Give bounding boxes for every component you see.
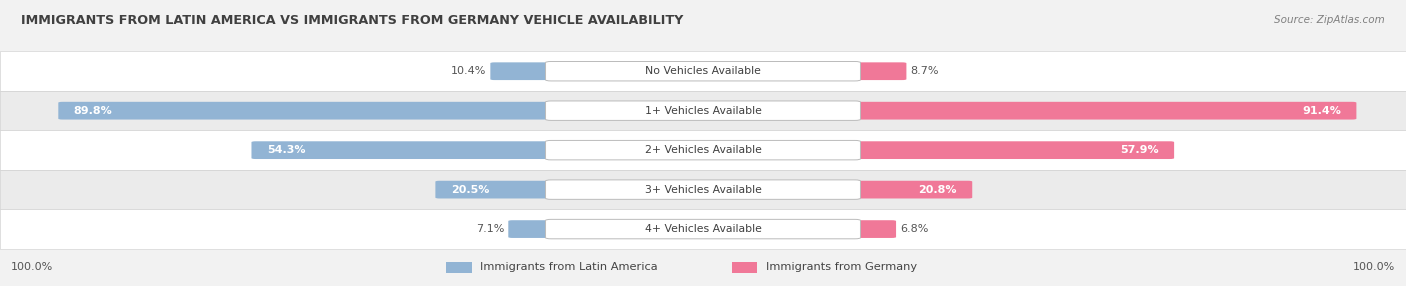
Text: Source: ZipAtlas.com: Source: ZipAtlas.com — [1274, 15, 1385, 25]
Text: 2+ Vehicles Available: 2+ Vehicles Available — [644, 145, 762, 155]
FancyBboxPatch shape — [546, 140, 860, 160]
Text: 10.4%: 10.4% — [451, 66, 486, 76]
Text: 6.8%: 6.8% — [900, 224, 928, 234]
Text: 3+ Vehicles Available: 3+ Vehicles Available — [644, 185, 762, 194]
Text: 89.8%: 89.8% — [73, 106, 112, 116]
Text: IMMIGRANTS FROM LATIN AMERICA VS IMMIGRANTS FROM GERMANY VEHICLE AVAILABILITY: IMMIGRANTS FROM LATIN AMERICA VS IMMIGRA… — [21, 13, 683, 27]
FancyBboxPatch shape — [546, 219, 860, 239]
Text: 100.0%: 100.0% — [11, 263, 53, 272]
Text: Immigrants from Germany: Immigrants from Germany — [766, 263, 917, 272]
Text: 20.8%: 20.8% — [918, 185, 956, 194]
Text: 54.3%: 54.3% — [267, 145, 305, 155]
FancyBboxPatch shape — [509, 220, 555, 238]
FancyBboxPatch shape — [546, 61, 860, 81]
Text: 57.9%: 57.9% — [1121, 145, 1159, 155]
FancyBboxPatch shape — [546, 180, 860, 199]
Text: 7.1%: 7.1% — [475, 224, 505, 234]
FancyBboxPatch shape — [491, 62, 555, 80]
Bar — [0, 130, 1406, 170]
FancyBboxPatch shape — [851, 181, 972, 198]
FancyBboxPatch shape — [436, 181, 555, 198]
Bar — [0, 51, 1406, 91]
Text: No Vehicles Available: No Vehicles Available — [645, 66, 761, 76]
Text: 1+ Vehicles Available: 1+ Vehicles Available — [644, 106, 762, 116]
FancyBboxPatch shape — [733, 262, 758, 273]
FancyBboxPatch shape — [851, 62, 907, 80]
Text: Immigrants from Latin America: Immigrants from Latin America — [481, 263, 658, 272]
FancyBboxPatch shape — [58, 102, 555, 120]
FancyBboxPatch shape — [447, 262, 472, 273]
FancyBboxPatch shape — [252, 141, 555, 159]
Bar — [0, 170, 1406, 209]
Text: 20.5%: 20.5% — [451, 185, 489, 194]
Text: 4+ Vehicles Available: 4+ Vehicles Available — [644, 224, 762, 234]
Bar — [0, 91, 1406, 130]
FancyBboxPatch shape — [546, 101, 860, 120]
Text: 91.4%: 91.4% — [1302, 106, 1341, 116]
Text: 100.0%: 100.0% — [1353, 263, 1395, 272]
FancyBboxPatch shape — [851, 102, 1357, 120]
Text: 8.7%: 8.7% — [911, 66, 939, 76]
Bar — [0, 209, 1406, 249]
FancyBboxPatch shape — [851, 141, 1174, 159]
FancyBboxPatch shape — [851, 220, 896, 238]
